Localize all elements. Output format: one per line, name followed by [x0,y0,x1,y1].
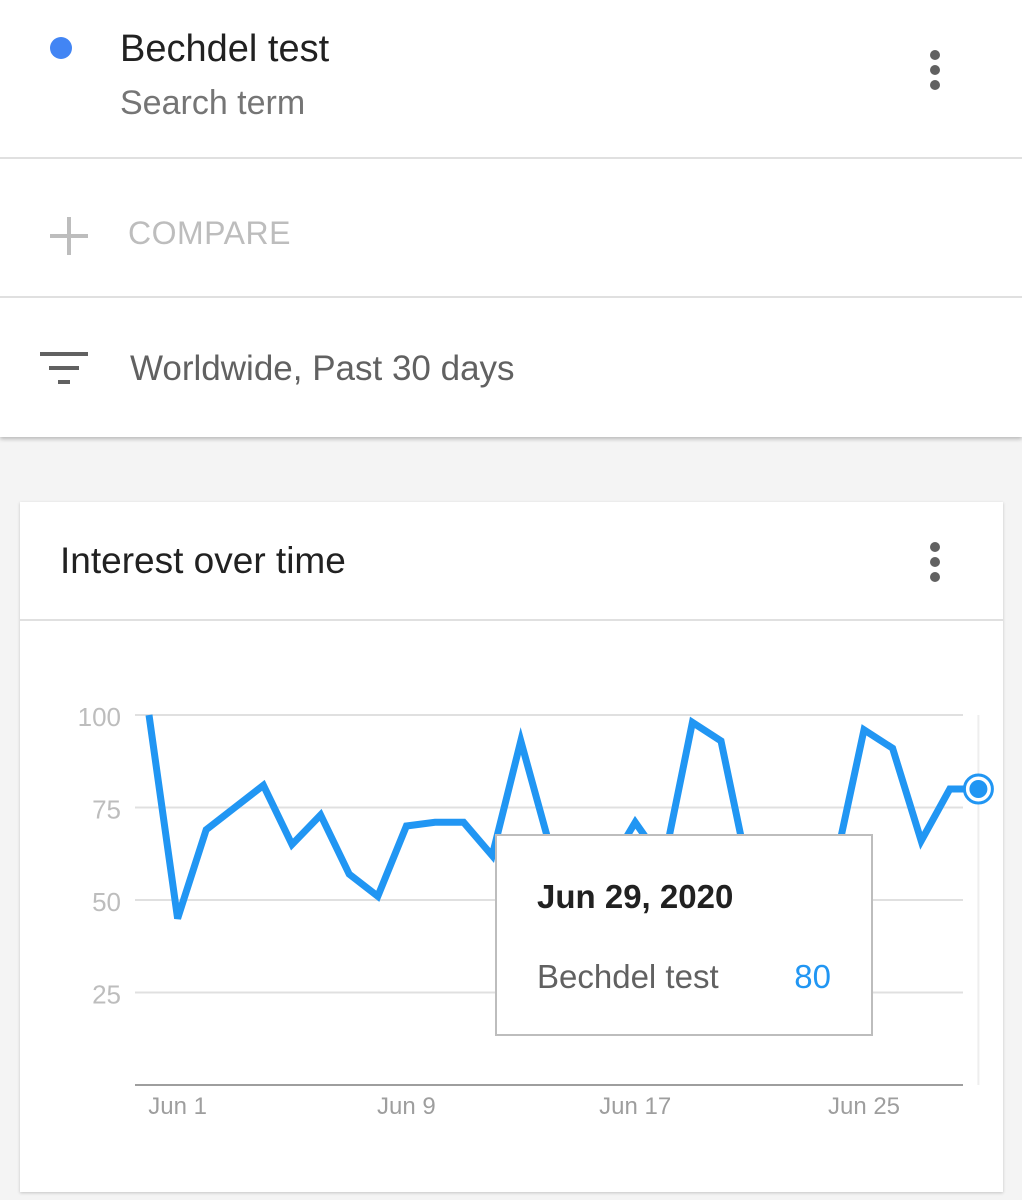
data-point [231,804,239,812]
data-point [631,818,639,826]
data-point [174,915,182,923]
x-tick-label: Jun 1 [148,1093,207,1120]
y-tick-label: 25 [92,980,121,1010]
data-point [431,818,439,826]
data-point [288,841,296,849]
top-panel: Bechdel test Search term COMPARE Worldwi… [0,0,1022,437]
search-term-subtitle: Search term [120,84,306,122]
data-point [402,822,410,830]
data-point [889,744,897,752]
series-color-dot [50,37,72,59]
filter-label: Worldwide, Past 30 days [130,349,515,388]
tooltip-series-name: Bechdel test [537,958,719,995]
term-more-options-icon[interactable] [920,40,950,100]
y-tick-label: 100 [78,702,121,732]
data-point [717,737,725,745]
data-point [259,781,267,789]
divider [0,296,1022,298]
data-point [517,737,525,745]
filter-icon [40,352,90,388]
data-point [145,711,153,719]
divider [0,157,1022,159]
tooltip-value: 80 [794,958,831,995]
search-term-title: Bechdel test [120,28,330,70]
y-tick-label: 50 [92,887,121,917]
y-tick-label: 75 [92,795,121,825]
data-point [688,718,696,726]
card-divider [20,619,1003,621]
data-point [374,892,382,900]
data-point [917,837,925,845]
x-tick-label: Jun 17 [599,1093,671,1120]
compare-label: COMPARE [128,215,291,251]
x-tick-label: Jun 25 [828,1093,900,1120]
data-point [460,818,468,826]
x-tick-label: Jun 9 [377,1093,436,1120]
data-point [946,785,954,793]
chart-tooltip: Jun 29, 2020 Bechdel test 80 [495,834,873,1036]
data-point [860,726,868,734]
card-more-options-icon[interactable] [920,532,950,592]
card-title: Interest over time [60,540,346,581]
tooltip-date: Jun 29, 2020 [537,878,734,915]
data-point [317,811,325,819]
data-point [345,870,353,878]
search-term-row[interactable]: Bechdel test Search term [0,0,1022,157]
highlighted-point [969,780,988,798]
plus-icon [50,217,88,255]
data-point [202,826,210,834]
